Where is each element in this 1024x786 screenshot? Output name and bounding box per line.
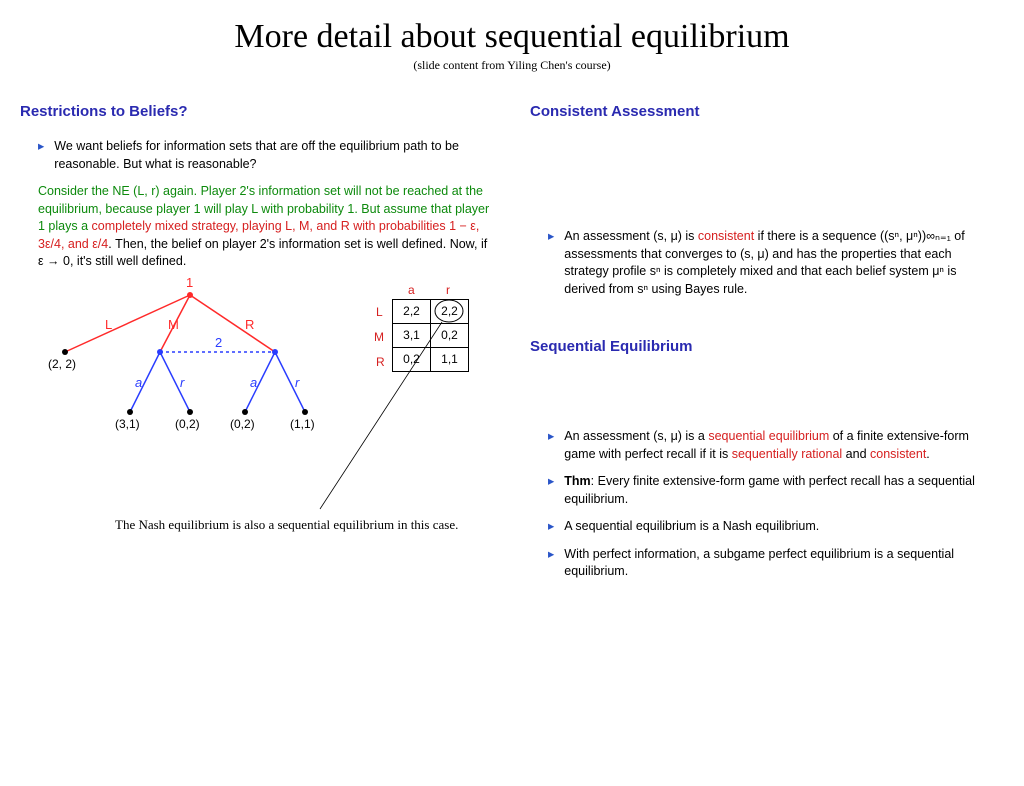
seq-b1-end: . bbox=[926, 447, 929, 461]
matrix-row-R: R bbox=[376, 355, 385, 369]
edge-Ra: a bbox=[250, 375, 257, 390]
payoff-Ra: (0,2) bbox=[230, 417, 255, 431]
edge-Rr: r bbox=[295, 375, 299, 390]
consistent-pre: An assessment (s, μ) is bbox=[564, 229, 698, 243]
bullet-text: We want beliefs for information sets tha… bbox=[54, 138, 500, 173]
cell-0-0: 2,2 bbox=[393, 299, 431, 323]
green-paragraph: Consider the NE (L, r) again. Player 2's… bbox=[20, 183, 500, 271]
slide-title: More detail about sequential equilibrium bbox=[0, 18, 1024, 56]
seq-bullet-2: ▸ Thm: Every finite extensive-form game … bbox=[530, 473, 990, 508]
cell-0-1: 2,2 bbox=[431, 299, 469, 323]
consistent-bullet: ▸ An assessment (s, μ) is consistent if … bbox=[530, 228, 990, 298]
content-columns: Restrictions to Beliefs? ▸ We want belie… bbox=[0, 103, 1024, 591]
right-heading-1: Consistent Assessment bbox=[530, 103, 990, 120]
cell-2-0: 0,2 bbox=[393, 347, 431, 371]
triangle-icon: ▸ bbox=[548, 518, 554, 536]
edge-L: L bbox=[105, 317, 112, 332]
game-diagram: 1 L M R 2 a r a r (2, 2) (3,1) (0,2) (0,… bbox=[20, 277, 500, 477]
edge-R: R bbox=[245, 317, 254, 332]
consistent-word: consistent bbox=[698, 229, 754, 243]
seq-bullet-1: ▸ An assessment (s, μ) is a sequential e… bbox=[530, 428, 990, 463]
triangle-icon: ▸ bbox=[548, 428, 554, 463]
payoff-Ma: (3,1) bbox=[115, 417, 140, 431]
triangle-icon: ▸ bbox=[38, 138, 44, 173]
seq-b1-red3: consistent bbox=[870, 447, 926, 461]
seq-b2-rest: : Every finite extensive-form game with … bbox=[564, 474, 975, 506]
payoff-Rr: (1,1) bbox=[290, 417, 315, 431]
seq-b1-and: and bbox=[842, 447, 870, 461]
left-heading: Restrictions to Beliefs? bbox=[20, 103, 500, 120]
matrix-row-L: L bbox=[376, 305, 383, 319]
seq-b2-thm: Thm bbox=[564, 474, 590, 488]
payoff-matrix: 2,2 2,2 3,1 0,2 0,2 1,1 bbox=[392, 299, 469, 372]
payoff-Mr: (0,2) bbox=[175, 417, 200, 431]
cell-1-1: 0,2 bbox=[431, 323, 469, 347]
cell-1-0: 3,1 bbox=[393, 323, 431, 347]
triangle-icon: ▸ bbox=[548, 473, 554, 508]
seq-b1-pre: An assessment (s, μ) is a bbox=[564, 429, 708, 443]
matrix-row-M: M bbox=[374, 330, 384, 344]
seq-bullet-3: ▸ A sequential equilibrium is a Nash equ… bbox=[530, 518, 990, 536]
payoff-L: (2, 2) bbox=[48, 357, 76, 371]
matrix-col-a: a bbox=[408, 283, 415, 297]
edge-M: M bbox=[168, 317, 179, 332]
left-bullet-1: ▸ We want beliefs for information sets t… bbox=[20, 138, 500, 173]
right-heading-2: Sequential Equilibrium bbox=[530, 338, 990, 355]
slide-subtitle: (slide content from Yiling Chen's course… bbox=[0, 58, 1024, 73]
triangle-icon: ▸ bbox=[548, 546, 554, 581]
consistent-text: An assessment (s, μ) is consistent if th… bbox=[564, 228, 990, 298]
seq-b2-text: Thm: Every finite extensive-form game wi… bbox=[564, 473, 990, 508]
left-column: Restrictions to Beliefs? ▸ We want belie… bbox=[20, 103, 510, 591]
seq-b4-text: With perfect information, a subgame perf… bbox=[564, 546, 990, 581]
cell-2-1: 1,1 bbox=[431, 347, 469, 371]
seq-b3-text: A sequential equilibrium is a Nash equil… bbox=[564, 518, 819, 536]
right-column: Consistent Assessment ▸ An assessment (s… bbox=[510, 103, 990, 591]
edge-Mr: r bbox=[180, 375, 184, 390]
edge-Ma: a bbox=[135, 375, 142, 390]
nash-note: The Nash equilibrium is also a sequentia… bbox=[20, 517, 500, 533]
seq-bullet-4: ▸ With perfect information, a subgame pe… bbox=[530, 546, 990, 581]
root-label: 1 bbox=[186, 275, 193, 290]
seq-b1-red1: sequential equilibrium bbox=[708, 429, 829, 443]
infoset-label: 2 bbox=[215, 335, 222, 350]
matrix-col-r: r bbox=[446, 283, 450, 297]
seq-b1-red2: sequentially rational bbox=[732, 447, 843, 461]
triangle-icon: ▸ bbox=[548, 228, 554, 298]
seq-b1-text: An assessment (s, μ) is a sequential equ… bbox=[564, 428, 990, 463]
